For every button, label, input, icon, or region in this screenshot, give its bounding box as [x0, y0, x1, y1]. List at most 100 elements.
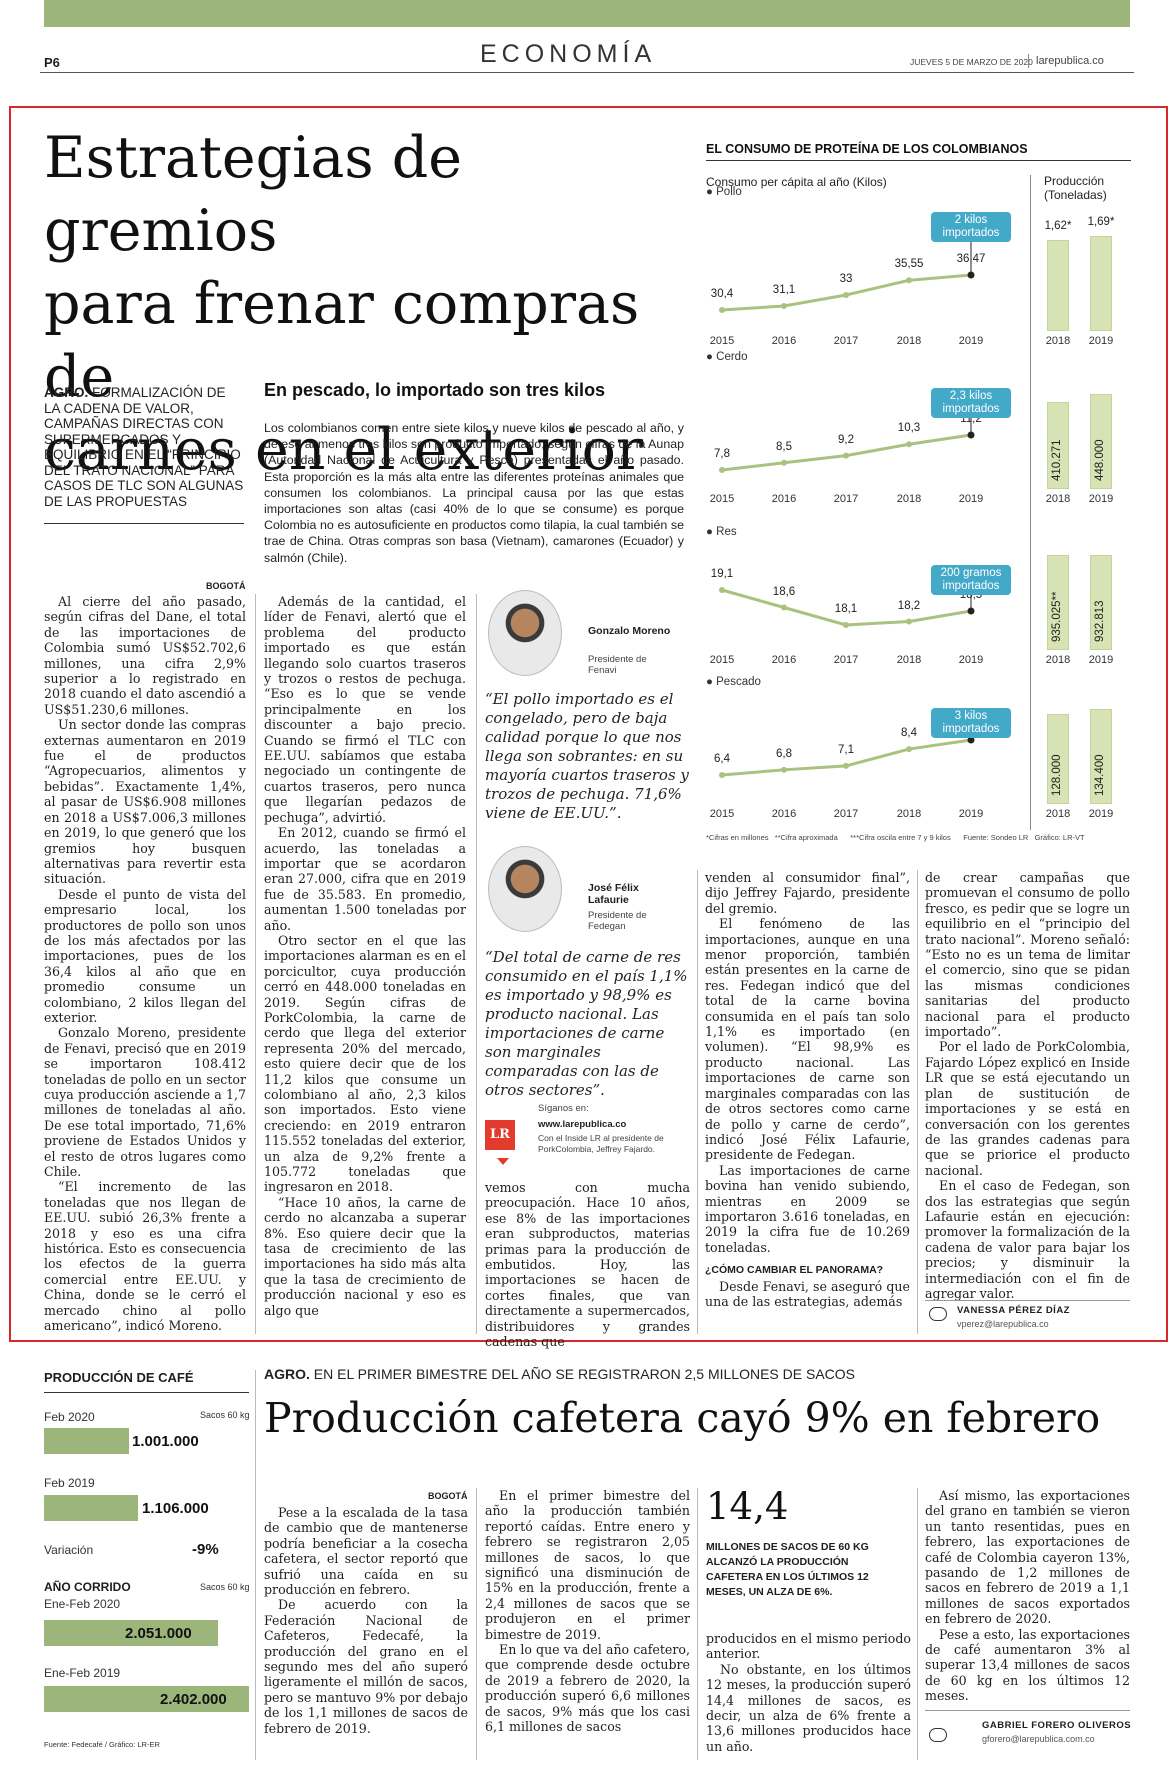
cafe-ytd-row1-bar	[44, 1620, 218, 1646]
issue-date: JUEVES 5 DE MARZO DE 2020	[910, 57, 1033, 67]
kicker: AGRO. FORMALIZACIÓN DE LA CADENA DE VALO…	[44, 385, 244, 509]
column-rule	[255, 1370, 256, 1760]
cafe-row1-label: Feb 2020	[44, 1410, 95, 1424]
data-point	[719, 772, 725, 778]
series-label-res: ● Res	[706, 526, 737, 538]
production-year-label: 2018	[1045, 335, 1071, 347]
chart-subtitle: Consumo per cápita al año (Kilos)	[706, 175, 887, 189]
year-label: 2016	[771, 335, 797, 347]
production-bar	[1047, 402, 1069, 489]
cafe-variation-value: -9%	[192, 1541, 219, 1558]
chart-notes: *Cifras en millones **Cifra aproximada *…	[706, 833, 1085, 842]
cafe-row2-value: 1.106.000	[142, 1500, 209, 1517]
year-label: 2018	[896, 493, 922, 505]
col4-subhead: ¿CÓMO CAMBIAR EL PANORAMA?	[705, 1264, 884, 1277]
production-year-label: 2019	[1088, 808, 1114, 820]
cafe-box-title: PRODUCCIÓN DE CAFÉ	[44, 1370, 194, 1385]
data-point	[719, 307, 725, 313]
cafe-ytd-row1-value: 2.051.000	[125, 1625, 192, 1642]
data-point	[906, 277, 912, 284]
production-value-label: 128.000	[1051, 754, 1063, 796]
column-rule	[697, 1488, 698, 1760]
import-callout: 3 kilos importados	[931, 708, 1011, 738]
top-color-bar	[44, 0, 1130, 27]
quote-2: “Del total de carne de res consumido en …	[485, 948, 688, 1099]
year-label: 2018	[896, 335, 922, 347]
cafe-unit: Sacos 60 kg	[200, 1410, 250, 1420]
column-rule	[917, 870, 918, 1334]
body-column-4: venden al consumidor final”, dijo Jeffre…	[705, 870, 910, 1309]
data-point	[906, 746, 912, 753]
data-point	[906, 618, 912, 625]
cafe-kicker: AGRO. EN EL PRIMER BIMESTRE DEL AÑO SE R…	[264, 1366, 855, 1382]
cafe-big-number: 14,4	[706, 1485, 789, 1528]
import-callout: 200 gramos importados	[931, 565, 1011, 595]
value-label: 6,4	[714, 753, 730, 765]
series-line-cerdo	[719, 418, 975, 473]
year-label: 2019	[958, 335, 984, 347]
cafe-title-rule	[44, 1392, 249, 1393]
person2-name: José Félix Lafaurie	[588, 882, 639, 906]
production-year-label: 2019	[1088, 335, 1114, 347]
production-value-label: 410.271	[1051, 439, 1063, 481]
main-headline: Estrategias de gremios para frenar compr…	[44, 125, 644, 483]
cafe-row2-label: Feb 2019	[44, 1476, 95, 1490]
person1-role: Presidente de Fenavi	[588, 654, 647, 676]
value-label: 18,6	[772, 585, 796, 598]
import-callout: 2,3 kilos importados	[931, 388, 1011, 418]
import-callout: 2 kilos importados	[931, 212, 1011, 242]
cafe-author-rule	[925, 1710, 1130, 1711]
value-label: 35,55	[894, 258, 924, 271]
author-email[interactable]: vperez@larepublica.co	[957, 1319, 1049, 1329]
header-divider	[1028, 54, 1029, 68]
year-label: 2017	[833, 493, 859, 505]
year-label: 2015	[709, 808, 735, 820]
cafe-ytd-row2-label: Ene-Feb 2019	[44, 1666, 121, 1680]
year-label: 2017	[833, 808, 859, 820]
person2-role: Presidente de Fedegan	[588, 910, 647, 932]
cafe-author-email[interactable]: gforero@larepublica.com.co	[982, 1734, 1095, 1744]
production-value-label: 134.400	[1094, 754, 1106, 796]
production-value-label: 932.813	[1094, 600, 1106, 642]
production-bar	[1047, 240, 1069, 331]
body-column-2: Además de la cantidad, el líder de Fenav…	[264, 594, 466, 1318]
lr-logo: LR	[485, 1120, 515, 1150]
data-point	[843, 452, 849, 459]
data-point	[719, 587, 725, 593]
follow-site-link[interactable]: www.larepublica.co	[538, 1119, 627, 1130]
site-name: larepublica.co	[1036, 55, 1104, 67]
value-label: 8,5	[776, 440, 792, 453]
series-label-pescado: ● Pescado	[706, 676, 761, 688]
value-label: 8,4	[901, 727, 917, 740]
year-label: 2015	[709, 335, 735, 347]
section-title: ECONOMÍA	[480, 40, 657, 68]
body-column-3: vemos con mucha preocupación. Hace 10 añ…	[485, 1180, 690, 1350]
production-bar	[1090, 555, 1112, 650]
lr-pointer-icon	[497, 1158, 509, 1165]
jose-felix-lafaurie-photo	[488, 846, 562, 932]
data-point	[906, 441, 912, 448]
person1-name: Gonzalo Moreno	[588, 625, 671, 637]
column-rule	[476, 594, 477, 1334]
value-label: 7,8	[714, 448, 730, 460]
year-label: 2018	[896, 654, 922, 666]
data-point	[843, 292, 849, 299]
cafe-ytd-row2-value: 2.402.000	[160, 1691, 227, 1708]
column-rule	[917, 1488, 918, 1760]
value-label: 36,47	[956, 253, 986, 265]
data-point	[719, 467, 725, 473]
year-label: 2019	[958, 493, 984, 505]
value-label: 18,2	[897, 599, 921, 612]
author-rule	[925, 1300, 1130, 1301]
year-label: 2019	[958, 654, 984, 666]
year-label: 2015	[709, 493, 735, 505]
series-label-pollo: ● Pollo	[706, 186, 742, 198]
cafe-column-4: Así mismo, las exportaciones del grano e…	[925, 1488, 1130, 1704]
year-label: 2018	[896, 808, 922, 820]
cafe-dateline: BOGOTÁ	[428, 1491, 468, 1501]
data-point	[843, 762, 849, 769]
value-label: 31,1	[772, 283, 796, 296]
production-bar	[1090, 709, 1112, 804]
series-line-res	[719, 587, 975, 628]
data-point	[781, 459, 787, 466]
